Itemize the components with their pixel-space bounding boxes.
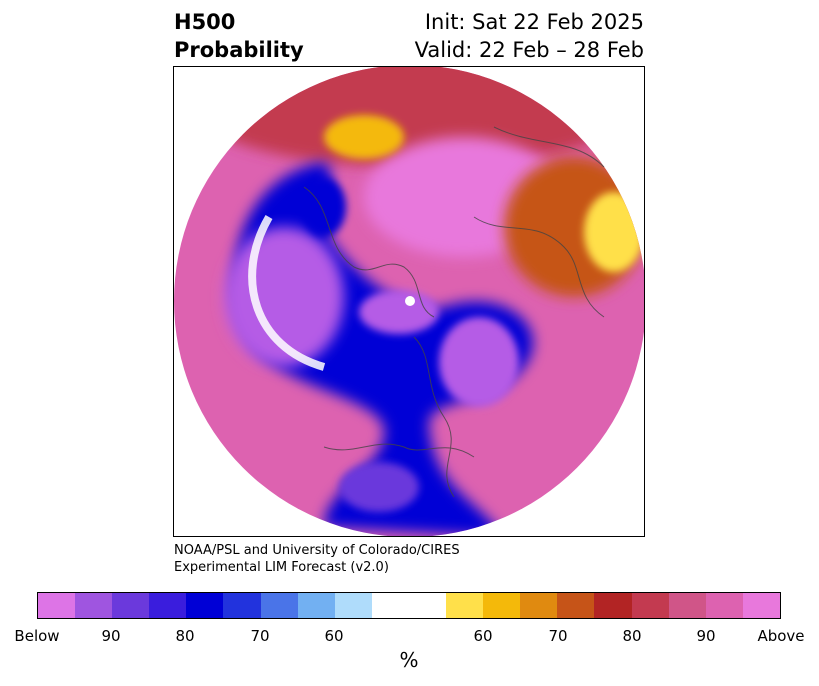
above-region-east-core: [584, 192, 644, 272]
colorbar-swatch: [668, 593, 706, 618]
credit-text: NOAA/PSL and University of Colorado/CIRE…: [174, 542, 460, 576]
coastline-path: [413, 336, 455, 498]
valid-range: Valid: 22 Feb – 28 Feb: [414, 38, 644, 62]
polar-map: [173, 66, 645, 537]
title-product: Probability: [174, 38, 304, 62]
coastlines: [303, 126, 605, 498]
coastline-path: [473, 216, 605, 318]
colorbar-swatch: [75, 593, 113, 618]
colorbar-unit: %: [399, 648, 419, 672]
colorbar-swatch: [112, 593, 150, 618]
polar-map-svg: [174, 67, 644, 536]
colorbar-swatch: [631, 593, 669, 618]
colorbar-tick-label: 90: [101, 627, 121, 645]
neutral-band: [248, 214, 326, 371]
colorbar-tick-label: 70: [548, 627, 568, 645]
colorbar-swatch: [520, 593, 558, 618]
colorbar-swatch: [223, 593, 261, 618]
coastline-path: [493, 126, 605, 168]
colorbar-tick-label: 70: [250, 627, 270, 645]
colorbar-tick-label: 60: [324, 627, 344, 645]
colorbar-swatch: [408, 593, 447, 618]
colorbar-swatch: [186, 593, 224, 618]
colorbar-swatch: [594, 593, 632, 618]
colorbar-swatch: [38, 593, 76, 618]
colorbar-swatch: [483, 593, 521, 618]
above-region-northwest: [324, 115, 404, 159]
colorbar-tick-label: 90: [696, 627, 716, 645]
colorbar-tick-label: 80: [175, 627, 195, 645]
colorbar-swatch: [149, 593, 187, 618]
colorbar-tick-label: 60: [473, 627, 493, 645]
colorbar-swatch: [260, 593, 298, 618]
colorbar-tick-label: Below: [14, 627, 60, 645]
credit-line-1: NOAA/PSL and University of Colorado/CIRE…: [174, 543, 460, 558]
coastline-path: [303, 186, 435, 318]
map-title: H500 Probability: [174, 8, 304, 64]
forecast-dates: Init: Sat 22 Feb 2025 Valid: 22 Feb – 28…: [415, 8, 644, 64]
colorbar-swatch: [297, 593, 335, 618]
colorbar-tick-label: 80: [622, 627, 642, 645]
colorbar-swatch: [742, 593, 780, 618]
colorbar-swatch: [371, 593, 409, 618]
colorbar-swatch: [705, 593, 743, 618]
credit-line-2: Experimental LIM Forecast (v2.0): [174, 560, 389, 575]
colorbar-swatch: [334, 593, 372, 618]
north-pole-marker: [405, 296, 415, 306]
colorbar: [37, 592, 781, 619]
init-date: Init: Sat 22 Feb 2025: [424, 10, 644, 34]
coastline-path: [323, 443, 475, 458]
colorbar-swatch: [557, 593, 595, 618]
colorbar-tick-label: Above: [757, 627, 805, 645]
below-core-north: [302, 177, 346, 237]
below-core-atlantic: [439, 317, 519, 407]
below-core-pole: [359, 290, 439, 334]
below-core-south: [339, 462, 419, 512]
title-field: H500: [174, 10, 236, 34]
colorbar-swatch: [446, 593, 484, 618]
